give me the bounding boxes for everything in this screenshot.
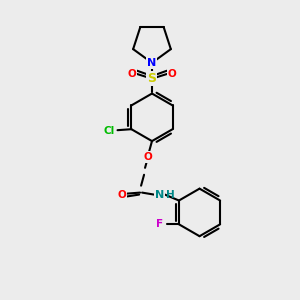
- Text: O: O: [144, 152, 152, 162]
- Text: N: N: [147, 58, 157, 68]
- Text: O: O: [167, 69, 176, 79]
- Text: N: N: [155, 190, 164, 200]
- Text: Cl: Cl: [104, 126, 115, 136]
- Text: O: O: [118, 190, 127, 200]
- Text: F: F: [156, 219, 163, 229]
- Text: O: O: [128, 69, 136, 79]
- Text: H: H: [166, 190, 175, 200]
- Text: S: S: [148, 72, 157, 85]
